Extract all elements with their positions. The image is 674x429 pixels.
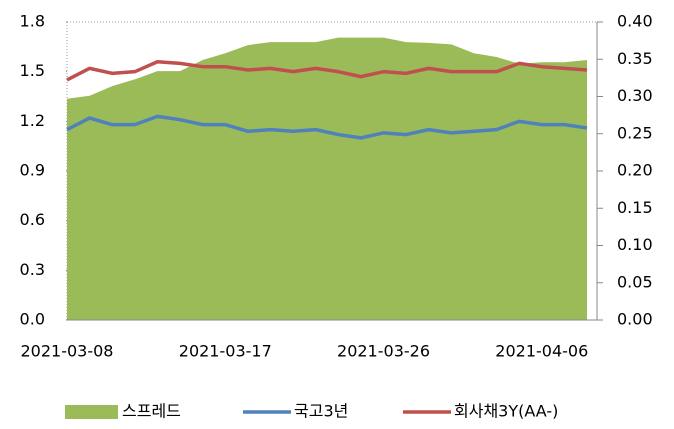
y2-tick-label: 0.30: [617, 86, 653, 105]
y-tick-label: 0.9: [20, 161, 45, 180]
y2-tick-label: 0.35: [617, 49, 653, 68]
y2-tick-label: 0.05: [617, 272, 653, 291]
y2-tick-label: 0.10: [617, 235, 653, 254]
y2-tick-label: 0.20: [617, 161, 653, 180]
legend-label: 스프레드: [122, 402, 181, 421]
y-tick-label: 1.8: [20, 12, 45, 31]
x-tick-label: 2021-04-06: [495, 342, 588, 361]
area: [67, 37, 587, 321]
legend-label: 국고3년: [294, 402, 348, 421]
legend-label: 회사채3Y(AA-): [454, 402, 558, 421]
y2-tick-label: 0.00: [617, 310, 653, 329]
x-tick-label: 2021-03-17: [179, 342, 272, 361]
y2-tick-label: 0.25: [617, 123, 653, 142]
y-tick-label: 1.5: [20, 61, 45, 80]
line: [66, 59, 588, 82]
y2-tick-label: 0.15: [617, 198, 653, 217]
line: [66, 114, 588, 140]
y-tick-label: 0.0: [20, 310, 45, 329]
y-tick-label: 1.2: [20, 111, 45, 130]
y2-tick-label: 0.40: [617, 12, 653, 31]
y-tick-label: 0.6: [20, 210, 45, 229]
legend-swatch: [65, 405, 118, 419]
x-tick-label: 2021-03-26: [337, 342, 430, 361]
x-tick-label: 2021-03-08: [21, 342, 114, 361]
y-tick-label: 0.3: [20, 260, 45, 279]
